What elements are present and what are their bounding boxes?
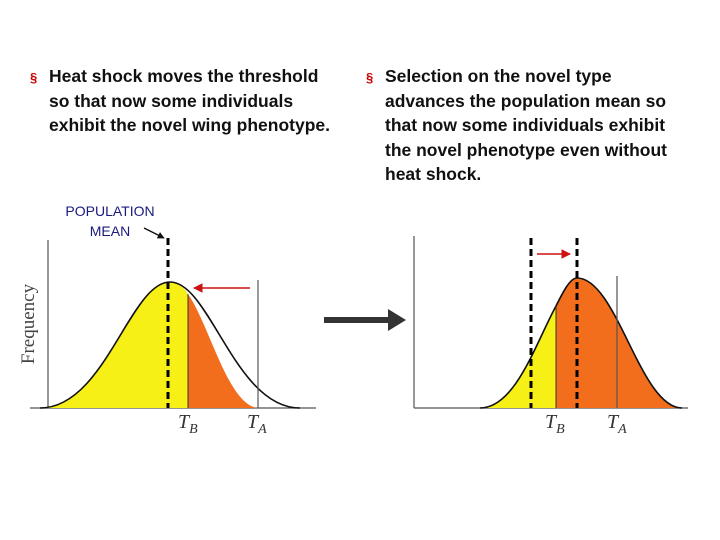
transition-arrow-icon <box>324 309 406 331</box>
left-curve-normal-region <box>40 282 188 408</box>
population-mean-label: POPULATION MEAN <box>52 201 168 241</box>
right-bullet-point: § Selection on the novel type advances t… <box>366 64 696 187</box>
left-bullet-point: § Heat shock moves the threshold so that… <box>30 64 330 138</box>
left-threshold-b-label: TB <box>178 411 198 437</box>
bullet-marker-icon: § <box>366 70 374 85</box>
population-label-line1: POPULATION <box>65 203 155 219</box>
bullet-marker-icon: § <box>30 70 38 85</box>
left-curve-outline <box>39 281 301 409</box>
population-mean-pointer <box>143 227 165 239</box>
right-threshold-b-label: TB <box>545 411 565 437</box>
right-bullet-text: Selection on the novel type advances the… <box>385 66 667 184</box>
right-distribution-panel: TB TA <box>413 236 688 437</box>
right-threshold-a-label: TA <box>607 411 627 437</box>
right-curve-novel-region <box>556 278 682 408</box>
y-axis-label: Frequency <box>18 283 39 364</box>
left-threshold-a-label: TA <box>247 411 267 437</box>
left-distribution-panel: Frequency TB TA <box>18 227 316 437</box>
left-bullet-text: Heat shock moves the threshold so that n… <box>49 66 330 135</box>
population-label-line2: MEAN <box>89 223 131 239</box>
right-curve-outline <box>479 277 683 409</box>
right-curve-normal-region <box>480 306 556 408</box>
left-curve-novel-region <box>188 294 258 408</box>
